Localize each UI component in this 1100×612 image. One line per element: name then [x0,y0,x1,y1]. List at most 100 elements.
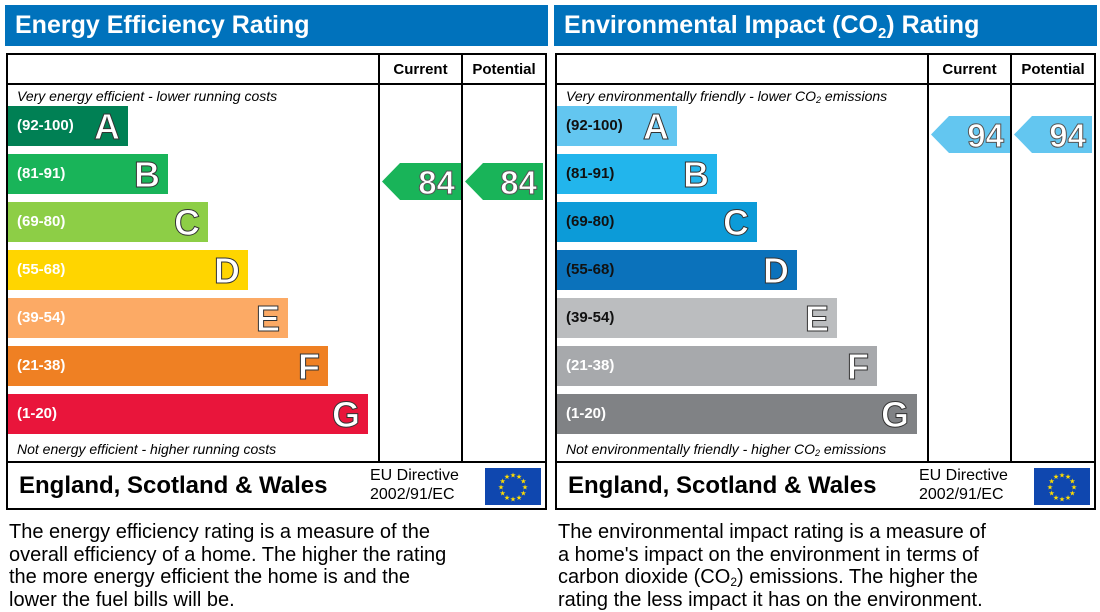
footer-divider [557,461,1094,463]
rating-band-f: (21-38) F [8,346,328,388]
potential-rating-arrow: 94 [1014,116,1092,155]
description-line: overall efficiency of a home. The higher… [9,544,446,567]
band-range: (1-20) [566,405,607,422]
text-part: The environmental impact rating is a mea… [558,521,986,543]
rating-band-a: (92-100) A [557,106,677,148]
svg-text:★: ★ [1059,472,1065,480]
band-letter: F [298,346,321,388]
band-letter: E [804,298,829,340]
svg-text:★: ★ [1047,484,1053,492]
directive-line: 2002/91/EC [370,486,455,503]
description: The environmental impact rating is a mea… [558,521,986,611]
rating-band-e: (39-54) E [557,298,837,340]
text-part: carbon dioxide (CO [558,566,731,588]
current-rating-value: 94 [967,117,1005,155]
svg-text:★: ★ [1048,490,1054,498]
footer-row: England, Scotland & Wales EU Directive 200… [557,463,1094,508]
band-range: (81-91) [17,165,66,182]
rating-band-b: (81-91) B [557,154,717,196]
text-part: Not environmentally friendly - higher CO [566,441,815,457]
svg-text:★: ★ [520,478,526,486]
potential-rating-value: 94 [1049,117,1087,155]
current-column-header: Current [393,61,448,78]
band-range: (69-80) [17,213,66,230]
svg-text:★: ★ [516,473,522,481]
top-note: Very energy efficient - lower running co… [17,88,277,104]
current-column-header: Current [942,61,997,78]
description-line: lower the fuel bills will be. [9,589,446,612]
rating-band-a: (92-100) A [8,106,128,148]
text-part: a home's impact on the environment in te… [558,543,979,566]
band-range: (55-68) [566,261,615,278]
description-line: carbon dioxide (CO2) emissions. The high… [558,566,986,589]
band-range: (39-54) [17,309,66,326]
rating-band-f: (21-38) F [557,346,877,388]
current-rating-arrow: 84 [382,163,461,202]
title: Environmental Impact (CO [564,11,878,39]
rating-band-e: (39-54) E [8,298,288,340]
text-part: 2 [816,95,822,105]
rating-band-g: (1-20) G [557,394,917,436]
text-part: overall efficiency of a home. The higher… [9,543,447,566]
description-line: The environmental impact rating is a mea… [558,521,986,544]
directive-line: EU Directive [370,467,459,484]
band-letter: G [331,394,360,436]
text-part: Very energy efficient - lower running co… [17,88,278,104]
svg-text:★: ★ [1065,494,1071,502]
svg-text:★: ★ [522,484,528,492]
footer-divider [8,461,545,463]
svg-text:★: ★ [510,472,516,480]
text-part: ) emissions. The higher the [737,566,978,588]
band-letter: B [134,154,161,196]
band-letter: B [683,154,710,196]
svg-text:★: ★ [1071,484,1077,492]
eu-flag-icon: ★ ★ ★ ★ ★ ★ ★ ★ ★ ★ ★ ★ [485,468,541,505]
text-part: 2 [815,448,821,458]
rating-table: Current Potential Very environmentally fri… [555,53,1096,510]
svg-text:★: ★ [1053,473,1059,481]
column-divider [927,55,929,461]
svg-text:★: ★ [1069,478,1075,486]
environment-panel: Environmental Impact (CO2) Rating Current… [554,0,1097,612]
column-divider [1010,55,1012,461]
column-divider [378,55,380,461]
top-note: Very environmentally friendly - lower CO… [566,88,888,105]
svg-text:★: ★ [499,490,505,498]
band-range: (39-54) [566,309,615,326]
rating-band-c: (69-80) C [557,202,757,244]
energy-panel: Energy Efficiency Rating Current Potential… [5,0,548,612]
rating-band-b: (81-91) B [8,154,168,196]
text-part: emissions [821,88,888,104]
description-line: The energy efficiency rating is a measur… [9,521,446,544]
description-line: the more energy efficient the home is an… [9,566,446,589]
band-range: (69-80) [566,213,615,230]
band-letter: E [255,298,280,340]
svg-text:★: ★ [1065,473,1071,481]
svg-text:★: ★ [516,494,522,502]
directive-line: EU Directive [919,467,1008,484]
svg-text:★: ★ [504,473,510,481]
eu-directive: EU Directive 2002/91/EC [919,466,1008,504]
band-letter: A [643,106,670,148]
header-divider [557,83,1094,85]
current-rating-arrow: 94 [931,116,1010,155]
text-part: Very environmentally friendly - lower CO [566,88,817,104]
header-divider [8,83,545,85]
text-part: emissions [820,441,887,457]
text-part: the more energy efficient the home is an… [9,566,410,588]
svg-text:★: ★ [510,496,516,504]
eu-directive: EU Directive 2002/91/EC [370,466,459,504]
band-range: (21-38) [566,357,615,374]
bottom-note: Not energy efficient - higher running co… [17,441,276,457]
country-label: England, Scotland & Wales [568,472,877,499]
svg-text:★: ★ [520,490,526,498]
bottom-note: Not environmentally friendly - higher CO… [566,441,887,458]
text-part: Not energy efficient - higher running co… [17,441,277,457]
title: Energy Efficiency Rating [15,11,310,39]
country-label: England, Scotland & Wales [19,472,328,499]
band-letter: D [214,250,241,292]
eu-flag-icon: ★ ★ ★ ★ ★ ★ ★ ★ ★ ★ ★ ★ [1034,468,1090,505]
band-letter: G [880,394,909,436]
band-range: (81-91) [566,165,615,182]
description-line: rating the less impact it has on the env… [558,589,986,612]
